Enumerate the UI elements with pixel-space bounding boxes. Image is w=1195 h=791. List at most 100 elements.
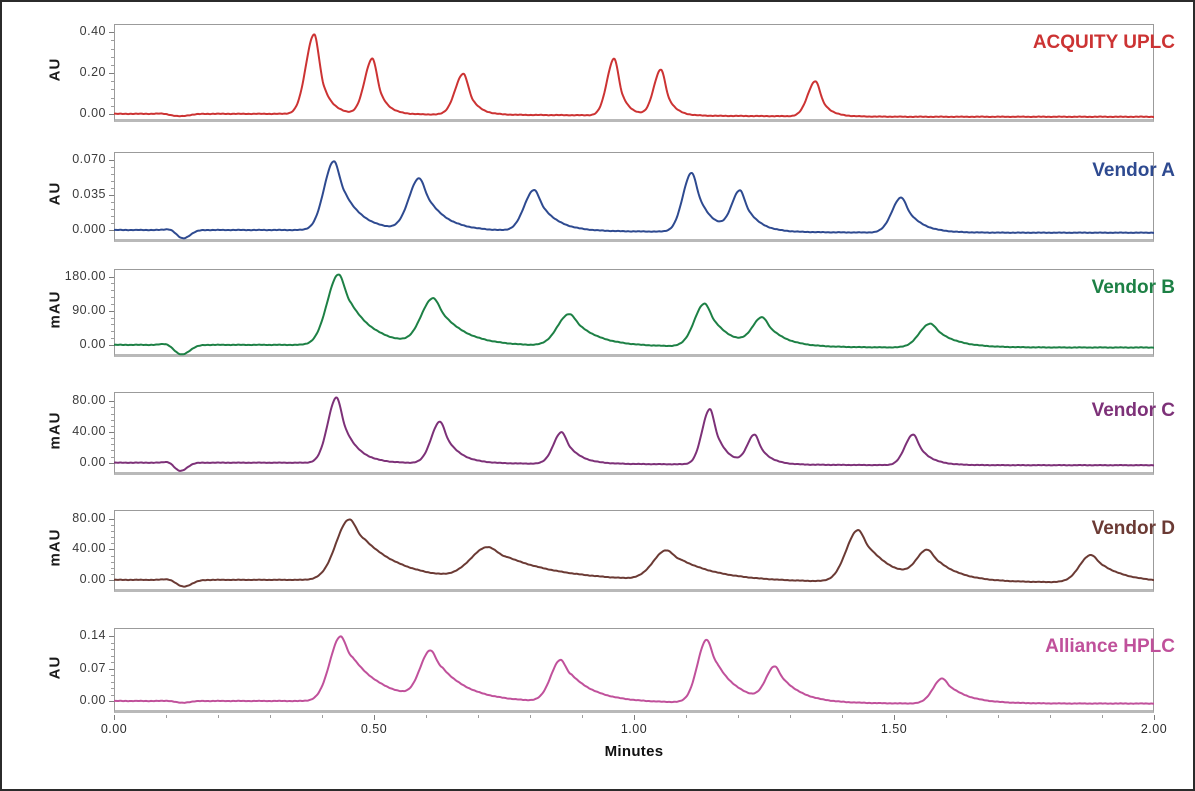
y-axis-title-text: mAU	[46, 290, 64, 329]
y-tick-mark	[109, 73, 114, 74]
y-minor-tick-mark	[111, 675, 114, 677]
plot-area	[114, 510, 1154, 592]
y-minor-tick-mark	[111, 555, 114, 557]
y-minor-tick-mark	[111, 338, 114, 340]
y-minor-tick-mark	[111, 202, 114, 203]
y-minor-tick-mark	[111, 97, 114, 99]
chromatogram-panel-alliance-hplc: AU 0.00 0.07 0.14 Alliance HPLC	[2, 628, 1193, 713]
y-minor-tick-mark	[111, 48, 114, 50]
y-minor-tick-mark	[111, 694, 114, 696]
y-minor-tick-mark	[111, 642, 114, 644]
y-axis-title-text: AU	[46, 181, 64, 206]
y-tick-label: 0.00	[79, 692, 106, 707]
x-minor-tick-mark	[270, 715, 271, 718]
y-tick-label: 0.00	[79, 105, 106, 120]
y-axis-title-text: mAU	[46, 528, 64, 567]
y-axis-title-text: AU	[46, 57, 64, 82]
y-tick-mark	[109, 636, 114, 638]
plot-area	[114, 392, 1154, 475]
y-tick-label: 90.00	[72, 302, 106, 317]
series-label-alliance-hplc: Alliance HPLC	[1045, 636, 1175, 657]
series-label-vendor-c: Vendor C	[1091, 400, 1175, 421]
x-tick-mark	[894, 715, 895, 720]
series-label-vendor-a: Vendor A	[1092, 160, 1175, 181]
y-minor-tick-mark	[111, 174, 114, 175]
y-minor-tick-mark	[111, 655, 114, 657]
y-tick-mark	[109, 700, 114, 702]
y-minor-tick-mark	[111, 303, 114, 305]
x-minor-tick-mark	[1102, 715, 1103, 718]
y-minor-tick-mark	[111, 438, 114, 440]
y-tick-label: 40.00	[72, 541, 106, 556]
y-tick-mark	[109, 462, 114, 464]
y-tick-mark	[109, 276, 114, 278]
y-tick-mark	[109, 668, 114, 670]
x-tick-mark	[114, 715, 115, 720]
y-tick-label: 0.035	[72, 187, 106, 201]
x-minor-tick-mark	[738, 715, 739, 718]
series-label-acquity-uplc: ACQUITY UPLC	[1032, 32, 1175, 53]
y-minor-tick-mark	[111, 331, 114, 333]
y-minor-tick-mark	[111, 425, 114, 427]
series-label-vendor-b: Vendor B	[1091, 277, 1175, 298]
y-tick-label: 0.07	[79, 660, 106, 675]
x-tick-mark	[634, 715, 635, 720]
y-tick-mark	[109, 230, 114, 231]
y-minor-tick-mark	[111, 407, 114, 409]
y-minor-tick-mark	[111, 223, 114, 224]
x-tick-label: 0.00	[100, 722, 128, 736]
plot-area	[114, 628, 1154, 713]
y-tick-mark	[109, 519, 114, 521]
x-minor-tick-mark	[582, 715, 583, 718]
y-minor-tick-mark	[111, 681, 114, 683]
x-tick-mark	[374, 715, 375, 720]
y-tick-label: 0.14	[79, 628, 106, 643]
y-minor-tick-mark	[111, 324, 114, 326]
y-tick-mark	[109, 344, 114, 346]
chromatogram-panel-vendor-a: AU 0.000 0.035 0.070 Vendor A	[2, 152, 1193, 242]
y-minor-tick-mark	[111, 290, 114, 292]
y-minor-tick-mark	[111, 40, 114, 42]
x-axis-title: Minutes	[604, 743, 664, 760]
x-minor-tick-mark	[998, 715, 999, 718]
y-minor-tick-mark	[111, 525, 114, 527]
x-minor-tick-mark	[478, 715, 479, 718]
y-axis-title-text: mAU	[46, 410, 64, 450]
y-tick-mark	[109, 195, 114, 196]
y-tick-mark	[109, 310, 114, 312]
chromatogram-panel-vendor-c: mAU 0.00 40.00 80.00 Vendor C	[2, 392, 1193, 475]
y-minor-tick-mark	[111, 188, 114, 189]
y-minor-tick-mark	[111, 81, 114, 83]
chromatogram-panel-acquity-uplc: AU 0.00 0.20 0.40 ACQUITY UPLC	[2, 24, 1193, 122]
y-tick-mark	[109, 401, 114, 403]
x-minor-tick-mark	[686, 715, 687, 718]
series-label-vendor-d: Vendor D	[1091, 518, 1175, 539]
y-tick-label: 0.00	[79, 336, 106, 351]
y-tick-label: 180.00	[64, 268, 106, 283]
x-tick-label: 2.00	[1140, 722, 1168, 736]
x-minor-tick-mark	[322, 715, 323, 718]
plot-area	[114, 24, 1154, 122]
x-tick-mark	[1154, 715, 1155, 720]
y-minor-tick-mark	[111, 56, 114, 58]
y-tick-label: 0.20	[79, 65, 106, 79]
y-minor-tick-mark	[111, 649, 114, 651]
x-minor-tick-mark	[426, 715, 427, 718]
x-tick-label: 1.00	[620, 722, 648, 736]
y-minor-tick-mark	[111, 89, 114, 91]
x-tick-label: 0.50	[360, 722, 388, 736]
chromatogram-panel-vendor-d: mAU 0.00 40.00 80.00 Vendor D	[2, 510, 1193, 592]
y-tick-mark	[109, 113, 114, 115]
x-minor-tick-mark	[166, 715, 167, 718]
x-minor-tick-mark	[530, 715, 531, 718]
y-tick-label: 0.40	[79, 24, 106, 39]
y-minor-tick-mark	[111, 283, 114, 285]
y-minor-tick-mark	[111, 688, 114, 690]
y-tick-label: 0.000	[72, 222, 106, 236]
y-axis-title-text: AU	[46, 655, 64, 679]
y-tick-label: 40.00	[72, 423, 106, 438]
chromatogram-panel-vendor-b: mAU 0.00 90.00 180.00 Vendor B	[2, 269, 1193, 357]
x-minor-tick-mark	[790, 715, 791, 718]
